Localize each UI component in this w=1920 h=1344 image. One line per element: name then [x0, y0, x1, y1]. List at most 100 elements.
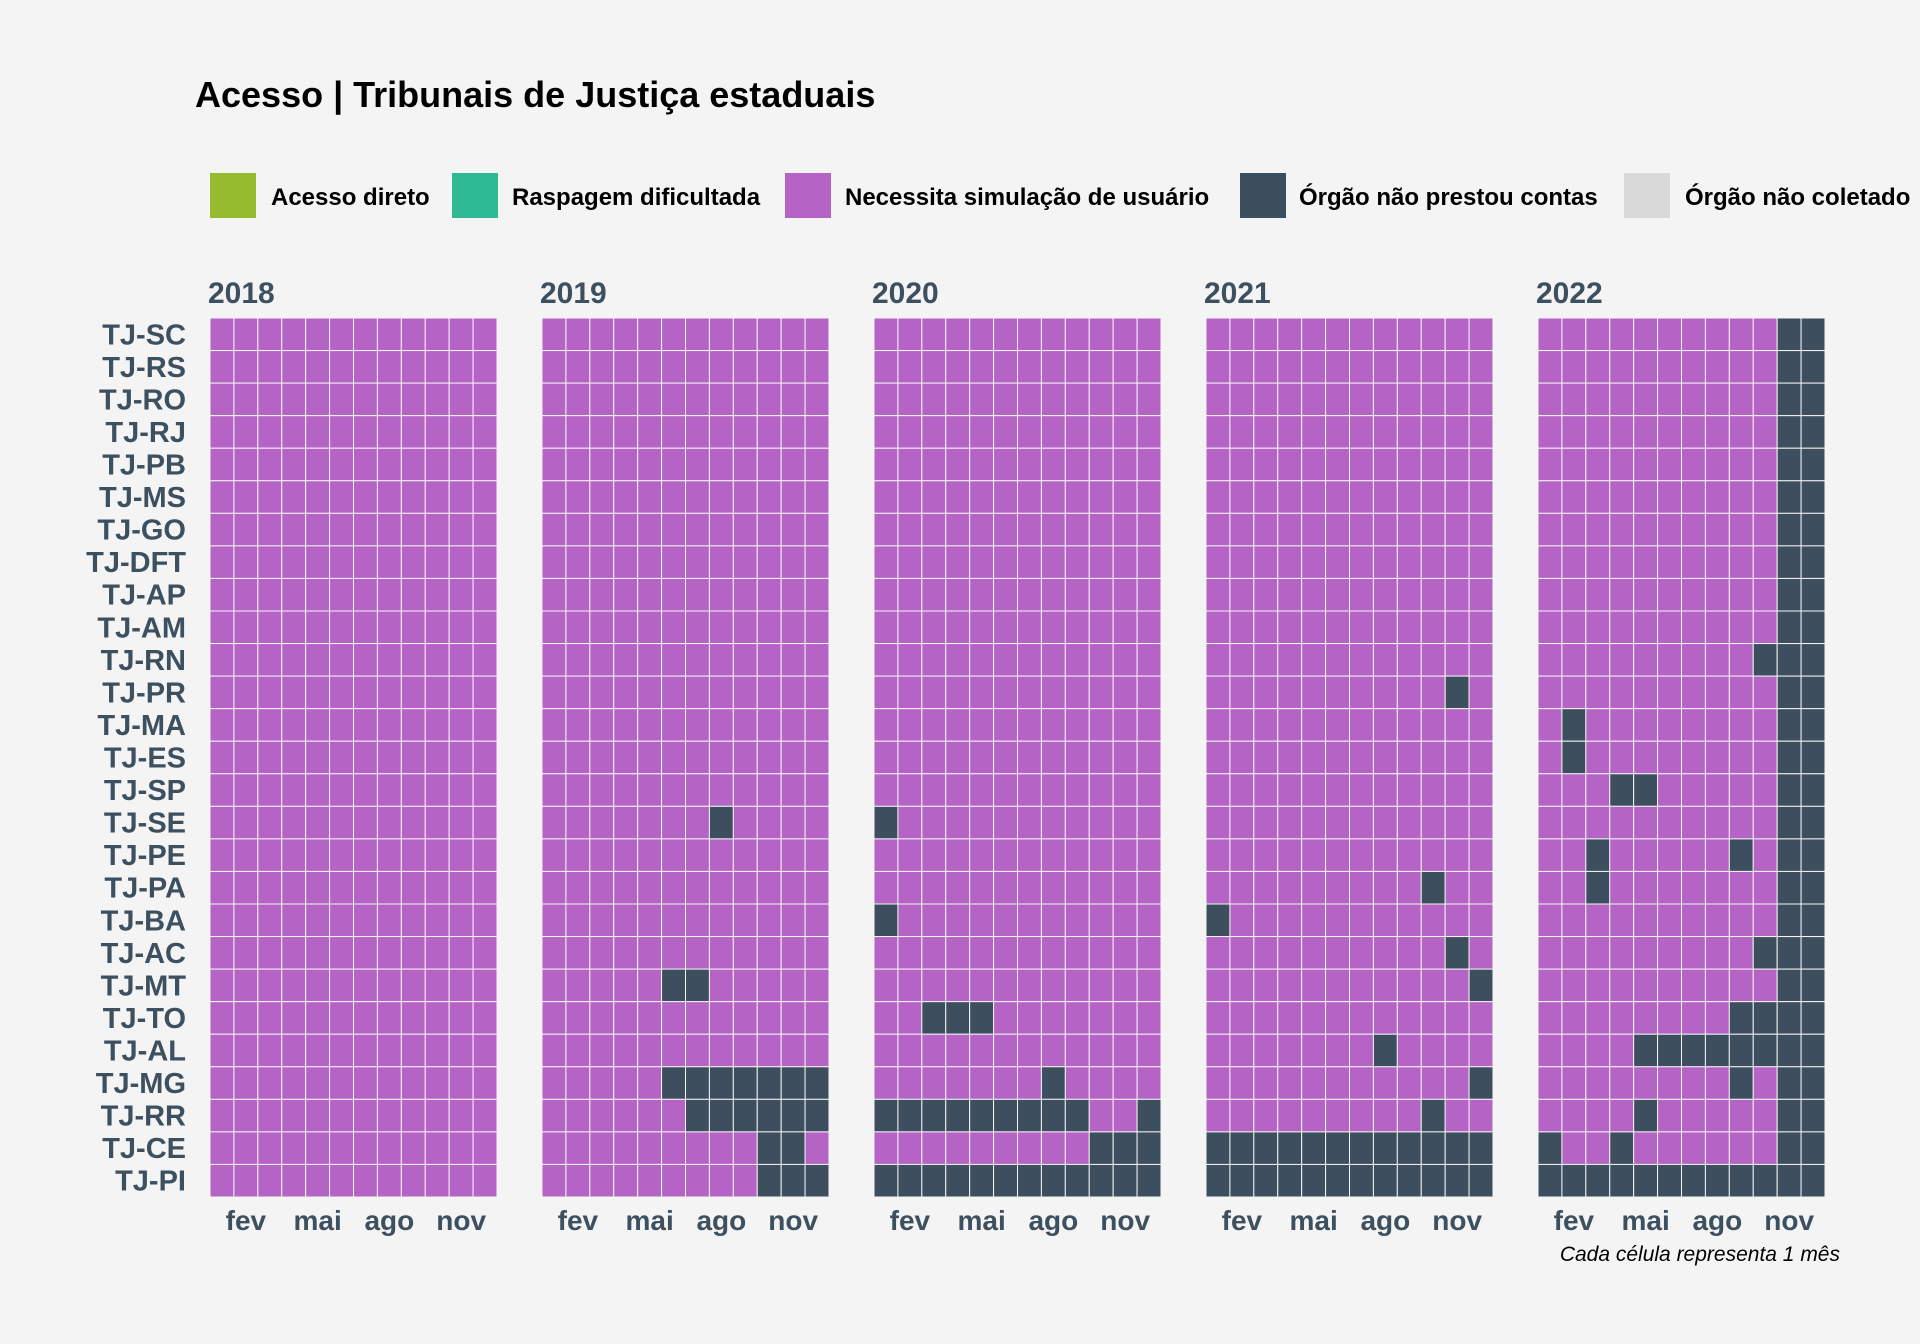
- heatmap-cell: [1728, 1131, 1754, 1165]
- heatmap-cell: [472, 1066, 498, 1100]
- heatmap-cell: [1704, 708, 1730, 742]
- heatmap-cell: [1776, 415, 1802, 449]
- heatmap-cell: [400, 350, 426, 384]
- heatmap-cell: [1229, 936, 1255, 970]
- heatmap-cell: [1468, 480, 1494, 514]
- legend-key-n: [785, 173, 831, 218]
- heatmap-cell: [708, 610, 734, 645]
- heatmap-cell: [1017, 577, 1042, 612]
- heatmap-cell: [993, 317, 1019, 352]
- heatmap-cell: [1088, 1033, 1114, 1068]
- heatmap-cell: [233, 545, 259, 579]
- heatmap-cell: [1017, 740, 1042, 775]
- heatmap-cell: [1420, 838, 1446, 872]
- heatmap-cell: [541, 1033, 567, 1068]
- x-tick-label: mai: [294, 1205, 342, 1236]
- heatmap-cell: [1017, 447, 1042, 482]
- heatmap-cell: [1561, 545, 1587, 579]
- heatmap-cell: [589, 1066, 615, 1100]
- heatmap-cell: [1420, 740, 1446, 775]
- x-tick-label: mai: [1290, 1205, 1338, 1236]
- heatmap-cell: [873, 936, 899, 970]
- heatmap-cell: [565, 838, 591, 872]
- heatmap-cell: [1420, 480, 1446, 514]
- heatmap-cell: [1253, 708, 1279, 742]
- heatmap-cell: [1561, 1066, 1587, 1100]
- heatmap-cell: [1325, 610, 1350, 645]
- heatmap-cell: [1444, 545, 1470, 579]
- heatmap-cell: [589, 415, 615, 449]
- heatmap-cell: [897, 903, 923, 938]
- heatmap-cell: [685, 740, 710, 775]
- heatmap-cell: [1681, 577, 1706, 612]
- heatmap-cell: [1468, 968, 1494, 1003]
- heatmap-cell: [400, 415, 426, 449]
- heatmap-cell: [637, 675, 663, 710]
- heatmap-cell: [472, 447, 498, 482]
- heatmap-cell: [472, 610, 498, 645]
- heatmap-cell: [329, 1066, 354, 1100]
- legend-key-r: [452, 173, 498, 218]
- heatmap-cell: [1088, 773, 1114, 807]
- heatmap-cell: [1396, 610, 1422, 645]
- heatmap-cell: [1444, 1033, 1470, 1068]
- heatmap-cell: [589, 643, 615, 677]
- heatmap-cell: [921, 740, 947, 775]
- heatmap-cell: [1704, 903, 1730, 938]
- heatmap-cell: [921, 708, 947, 742]
- heatmap-cell: [708, 903, 734, 938]
- heatmap-cell: [565, 1098, 591, 1133]
- heatmap-cell: [1325, 480, 1350, 514]
- heatmap-cell: [780, 350, 806, 384]
- heatmap-cell: [921, 545, 947, 579]
- heatmap-cell: [1205, 610, 1231, 645]
- heatmap-cell: [448, 675, 474, 710]
- heatmap-cell: [1681, 643, 1706, 677]
- heatmap-cell: [233, 382, 259, 417]
- heatmap-cell: [1633, 317, 1659, 352]
- heatmap-cell: [1657, 545, 1682, 579]
- heatmap-cell: [1088, 317, 1114, 352]
- heatmap-cell: [1752, 936, 1778, 970]
- heatmap-cell: [472, 382, 498, 417]
- heatmap-cell: [589, 805, 615, 840]
- heatmap-cell: [873, 773, 899, 807]
- heatmap-cell: [613, 545, 639, 579]
- heatmap-cell: [873, 577, 899, 612]
- heatmap-cell: [1040, 968, 1066, 1003]
- heatmap-cell: [1064, 350, 1090, 384]
- heatmap-cell: [1205, 415, 1231, 449]
- heatmap-cell: [708, 512, 734, 547]
- heatmap-cell: [1776, 447, 1802, 482]
- x-tick-label: fev: [558, 1205, 599, 1236]
- heatmap-cell: [281, 870, 307, 905]
- heatmap-cell: [541, 577, 567, 612]
- heatmap-cell: [565, 415, 591, 449]
- heatmap-cell: [804, 1033, 830, 1068]
- heatmap-cell: [1537, 936, 1563, 970]
- heatmap-cell: [945, 1131, 971, 1165]
- heatmap-cell: [209, 382, 235, 417]
- heatmap-cell: [1585, 936, 1611, 970]
- heatmap-cell: [969, 773, 995, 807]
- heatmap-cell: [541, 903, 567, 938]
- y-tick-label: TJ-AL: [104, 1036, 186, 1068]
- heatmap-cell: [1301, 1098, 1327, 1133]
- heatmap-cell: [732, 643, 758, 677]
- heatmap-cell: [921, 870, 947, 905]
- heatmap-cell: [233, 805, 259, 840]
- heatmap-cell: [1349, 675, 1374, 710]
- heatmap-cell: [1277, 936, 1303, 970]
- heatmap-cell: [1585, 415, 1611, 449]
- heatmap-cell: [281, 1163, 307, 1198]
- heatmap-cell: [804, 870, 830, 905]
- heatmap-cell: [1468, 512, 1494, 547]
- heatmap-cell: [376, 740, 402, 775]
- heatmap-cell: [1420, 317, 1446, 352]
- heatmap-cell: [1657, 382, 1682, 417]
- heatmap-cell: [756, 773, 782, 807]
- heatmap-cell: [1112, 317, 1138, 352]
- heatmap-cell: [1561, 968, 1587, 1003]
- x-tick-label: fev: [890, 1205, 931, 1236]
- heatmap-cell: [897, 708, 923, 742]
